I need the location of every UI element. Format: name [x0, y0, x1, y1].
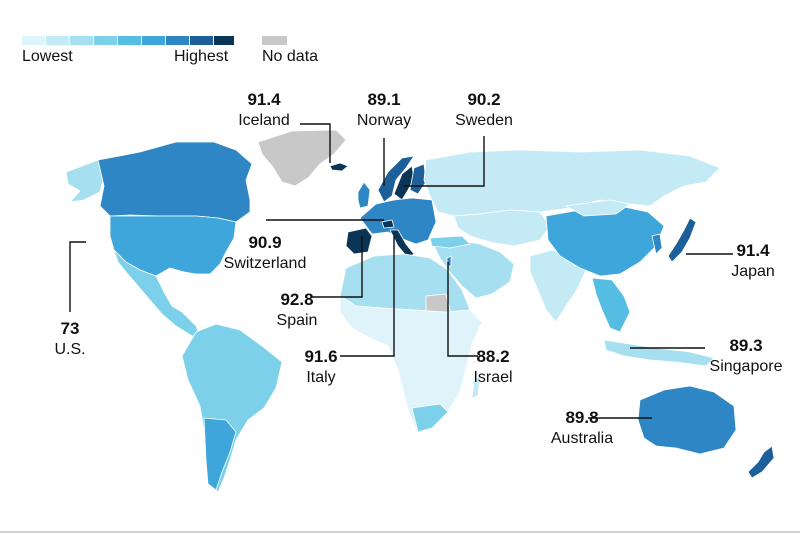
spain-shape [345, 227, 373, 255]
madagascar-shape [471, 375, 481, 399]
label-sweden-name: Sweden [455, 112, 513, 129]
legend-low-label: Lowest [22, 48, 73, 65]
iceland-leader [300, 123, 331, 163]
label-switzerland: 90.9 Switzerland [212, 232, 318, 274]
europe-shape [359, 197, 437, 245]
label-italy-name: Italy [306, 369, 336, 386]
label-iceland-value: 91.4 [247, 90, 281, 109]
legend-swatch-1 [22, 36, 45, 45]
label-switzerland-name: Switzerland [223, 255, 307, 272]
leader-lines [69, 123, 733, 419]
canada-shape [97, 141, 253, 223]
southeast-asia-shape [591, 277, 631, 333]
norway-shape [377, 155, 415, 203]
central-asia-shape [453, 209, 551, 247]
label-australia-value: 89.8 [565, 408, 599, 427]
legend-swatch-2 [46, 36, 69, 45]
label-israel: 88.2 Israel [460, 346, 526, 388]
new-zealand-shape [747, 445, 775, 479]
label-japan-name: Japan [731, 263, 775, 280]
label-australia: 89.8 Australia [540, 407, 624, 449]
legend-swatch-8 [190, 36, 213, 45]
legend-swatch-7 [166, 36, 189, 45]
australia-shape [637, 385, 737, 455]
label-norway-name: Norway [356, 112, 412, 129]
south-america-shape [181, 323, 283, 493]
alaska-shape [65, 159, 105, 203]
legend-nodata-label: No data [262, 48, 319, 65]
italy-shape [389, 229, 415, 259]
label-singapore-value: 89.3 [729, 336, 763, 355]
label-spain: 92.8 Spain [262, 289, 332, 331]
spain-leader [312, 236, 363, 298]
label-norway: 89.1 Norway [344, 89, 424, 131]
korea-shape [651, 233, 663, 255]
russia-shape [423, 149, 721, 217]
turkey-shape [429, 235, 471, 249]
us-leader [69, 241, 86, 312]
south-africa-shape [411, 403, 449, 433]
uk-shape [357, 181, 371, 209]
label-us: 73 U.S. [42, 318, 98, 360]
legend-swatch-9 [214, 36, 234, 45]
mongolia-shape [565, 199, 631, 217]
label-iceland-name: Iceland [238, 112, 290, 129]
label-italy: 91.6 Italy [290, 346, 352, 388]
middle-east-shape [433, 239, 515, 299]
japan-shape [667, 217, 697, 263]
label-italy-value: 91.6 [304, 347, 338, 366]
label-israel-value: 88.2 [476, 347, 510, 366]
legend-swatch-6 [142, 36, 165, 45]
label-switzerland-value: 90.9 [248, 233, 282, 252]
legend-swatch-3 [70, 36, 93, 45]
continents [65, 129, 775, 493]
label-singapore: 89.3 Singapore [700, 335, 792, 377]
legend-swatch-4 [94, 36, 117, 45]
italy-leader [340, 236, 395, 357]
label-spain-value: 92.8 [280, 290, 314, 309]
label-norway-value: 89.1 [367, 90, 401, 109]
label-sweden: 90.2 Sweden [444, 89, 524, 131]
bottom-divider [0, 531, 800, 533]
label-israel-name: Israel [473, 369, 513, 386]
switzerland-shape [381, 219, 395, 229]
indonesia-shape [603, 339, 715, 367]
legend-swatch-5 [118, 36, 141, 45]
legend-high-label: Highest [174, 48, 229, 65]
label-japan: 91.4 Japan [720, 240, 786, 282]
label-spain-name: Spain [276, 312, 318, 329]
israel-leader [447, 262, 478, 357]
legend-nodata-swatch [262, 36, 287, 45]
label-us-name: U.S. [54, 341, 86, 358]
label-australia-name: Australia [550, 430, 614, 447]
greenland-shape [257, 129, 347, 187]
label-japan-value: 91.4 [736, 241, 770, 260]
label-iceland: 91.4 Iceland [228, 89, 300, 131]
iceland-shape [329, 162, 349, 172]
label-us-value: 73 [60, 319, 80, 338]
argentina-shape [203, 417, 237, 491]
label-singapore-name: Singapore [709, 358, 783, 375]
label-sweden-value: 90.2 [467, 90, 501, 109]
sweden-leader [404, 136, 485, 187]
